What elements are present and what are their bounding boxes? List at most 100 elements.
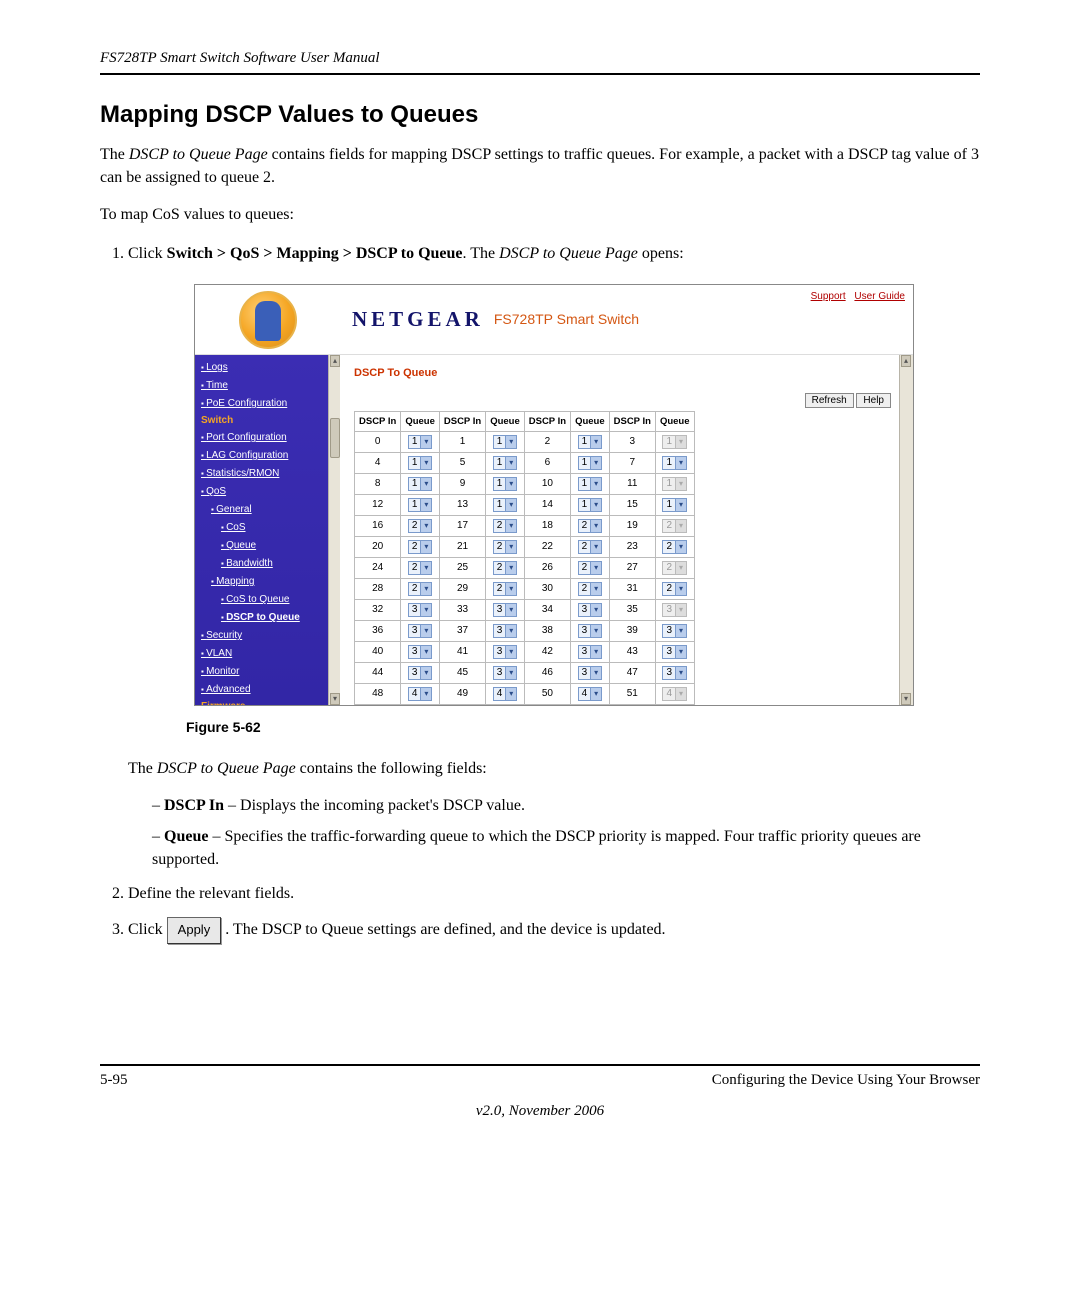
queue-select[interactable]: 1▾ xyxy=(408,477,433,491)
nav-item[interactable]: Monitor xyxy=(201,663,336,681)
dscp-value: 51 xyxy=(609,683,655,704)
nav-item[interactable]: Advanced xyxy=(201,681,336,699)
queue-select[interactable]: 1▾ xyxy=(493,435,518,449)
sidebar-scrollbar[interactable]: ▴ ▾ xyxy=(328,355,340,705)
nav-item[interactable]: Mapping xyxy=(201,573,336,591)
nav-item[interactable]: Statistics/RMON xyxy=(201,465,336,483)
table-row: 81▾91▾101▾111▾ xyxy=(355,473,695,494)
nav-item[interactable]: General xyxy=(201,501,336,519)
nav-item[interactable]: Port Configuration xyxy=(201,429,336,447)
dscp-value: 28 xyxy=(355,578,401,599)
queue-select[interactable]: 1▾ xyxy=(578,456,603,470)
queue-select[interactable]: 3▾ xyxy=(578,603,603,617)
queue-select[interactable]: 2▾ xyxy=(408,540,433,554)
queue-select[interactable]: 2▾ xyxy=(662,582,687,596)
queue-select[interactable]: 2▾ xyxy=(578,561,603,575)
queue-select[interactable]: 2▾ xyxy=(408,582,433,596)
queue-select[interactable]: 2▾ xyxy=(493,540,518,554)
table-row: 121▾131▾141▾151▾ xyxy=(355,494,695,515)
nav-item[interactable]: CoS to Queue xyxy=(201,591,336,609)
queue-cell: 2▾ xyxy=(401,536,440,557)
scroll-thumb[interactable] xyxy=(330,418,340,458)
scroll-down-icon[interactable]: ▾ xyxy=(330,693,340,705)
scroll-down-icon[interactable]: ▾ xyxy=(901,693,911,705)
chapter-title: Configuring the Device Using Your Browse… xyxy=(712,1072,980,1089)
queue-select[interactable]: 2▾ xyxy=(578,582,603,596)
queue-select[interactable]: 3▾ xyxy=(493,603,518,617)
nav-item[interactable]: Logs xyxy=(201,359,336,377)
chevron-down-icon: ▾ xyxy=(675,457,686,469)
queue-select[interactable]: 4▾ xyxy=(493,687,518,701)
queue-select[interactable]: 1▾ xyxy=(408,498,433,512)
queue-select[interactable]: 1▾ xyxy=(662,456,687,470)
queue-select[interactable]: 1▾ xyxy=(408,456,433,470)
queue-select[interactable]: 1▾ xyxy=(578,477,603,491)
queue-cell: 1▾ xyxy=(401,494,440,515)
nav-item[interactable]: Queue xyxy=(201,537,336,555)
queue-select[interactable]: 2▾ xyxy=(408,561,433,575)
nav-item[interactable]: CoS xyxy=(201,519,336,537)
queue-select[interactable]: 2▾ xyxy=(493,561,518,575)
scroll-up-icon[interactable]: ▴ xyxy=(901,355,911,367)
queue-select[interactable]: 2▾ xyxy=(578,519,603,533)
queue-select[interactable]: 3▾ xyxy=(408,666,433,680)
queue-select[interactable]: 3▾ xyxy=(408,603,433,617)
nav-item[interactable]: VLAN xyxy=(201,645,336,663)
field-desc: – Displays the incoming packet's DSCP va… xyxy=(224,797,525,814)
queue-select[interactable]: 3▾ xyxy=(578,645,603,659)
nav-item[interactable]: Security xyxy=(201,627,336,645)
nav-item[interactable]: PoE Configuration xyxy=(201,395,336,413)
support-link[interactable]: Support xyxy=(811,291,846,302)
queue-select[interactable]: 1▾ xyxy=(662,498,687,512)
queue-cell: 2▾ xyxy=(486,578,525,599)
queue-select[interactable]: 3▾ xyxy=(578,666,603,680)
queue-select[interactable]: 3▾ xyxy=(493,666,518,680)
refresh-button[interactable]: Refresh xyxy=(805,393,854,408)
chevron-down-icon: ▾ xyxy=(505,478,516,490)
queue-select[interactable]: 1▾ xyxy=(578,435,603,449)
queue-select[interactable]: 1▾ xyxy=(493,456,518,470)
queue-select[interactable]: 1▾ xyxy=(408,435,433,449)
dscp-value: 29 xyxy=(439,578,485,599)
nav-item[interactable]: QoS xyxy=(201,483,336,501)
dscp-value: 17 xyxy=(439,515,485,536)
queue-cell: 3▾ xyxy=(571,620,610,641)
queue-select[interactable]: 1▾ xyxy=(493,477,518,491)
queue-cell: 3▾ xyxy=(571,641,610,662)
queue-select[interactable]: 2▾ xyxy=(493,582,518,596)
queue-select[interactable]: 2▾ xyxy=(493,519,518,533)
queue-select[interactable]: 3▾ xyxy=(493,645,518,659)
dscp-value: 41 xyxy=(439,641,485,662)
queue-select[interactable]: 3▾ xyxy=(662,624,687,638)
user-guide-link[interactable]: User Guide xyxy=(854,291,905,302)
dscp-value: 30 xyxy=(524,578,570,599)
queue-select: 2▾ xyxy=(662,561,687,575)
queue-select[interactable]: 3▾ xyxy=(578,624,603,638)
queue-select[interactable]: 4▾ xyxy=(578,687,603,701)
queue-select[interactable]: 3▾ xyxy=(493,624,518,638)
queue-select[interactable]: 3▾ xyxy=(408,645,433,659)
nav-item[interactable]: LAG Configuration xyxy=(201,447,336,465)
queue-select[interactable]: 3▾ xyxy=(408,624,433,638)
queue-select[interactable]: 2▾ xyxy=(408,519,433,533)
steps-list: Click Switch > QoS > Mapping > DSCP to Q… xyxy=(100,241,980,944)
dscp-value: 5 xyxy=(439,452,485,473)
queue-select[interactable]: 2▾ xyxy=(578,540,603,554)
field-dscp-in: DSCP In – Displays the incoming packet's… xyxy=(152,794,980,817)
main-scrollbar[interactable]: ▴ ▾ xyxy=(899,355,913,705)
nav-item[interactable]: Time xyxy=(201,377,336,395)
scroll-up-icon[interactable]: ▴ xyxy=(330,355,340,367)
queue-select[interactable]: 3▾ xyxy=(662,645,687,659)
queue-select[interactable]: 2▾ xyxy=(662,540,687,554)
help-button[interactable]: Help xyxy=(856,393,891,408)
queue-select[interactable]: 1▾ xyxy=(578,498,603,512)
dscp-value: 45 xyxy=(439,662,485,683)
queue-select[interactable]: 4▾ xyxy=(408,687,433,701)
queue-select[interactable]: 1▾ xyxy=(493,498,518,512)
nav-item[interactable]: DSCP to Queue xyxy=(201,609,336,627)
panel-title: DSCP To Queue xyxy=(354,365,899,383)
queue-cell: 3▾ xyxy=(486,641,525,662)
queue-select[interactable]: 3▾ xyxy=(662,666,687,680)
queue-cell: 2▾ xyxy=(655,578,694,599)
nav-item[interactable]: Bandwidth xyxy=(201,555,336,573)
